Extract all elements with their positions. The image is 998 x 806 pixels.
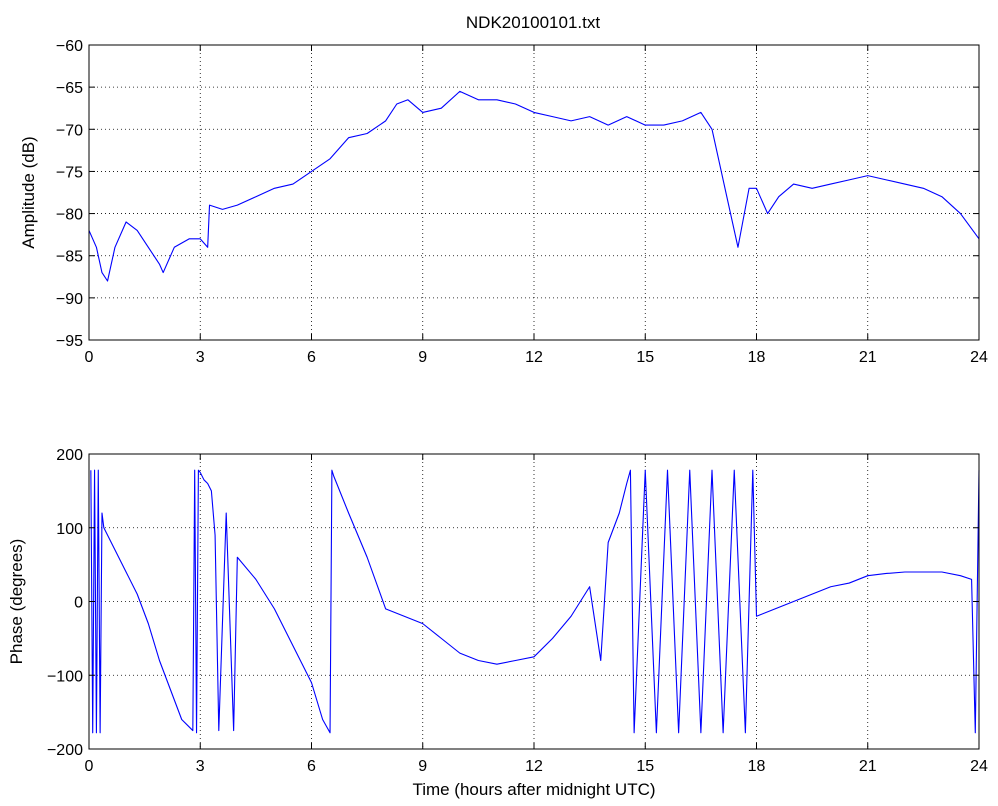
amplitude-ytick-label-0: −95: [56, 333, 83, 350]
amplitude-ytick-label-6: −65: [56, 80, 83, 97]
amplitude-xtick-label-4: 12: [525, 349, 543, 366]
amplitude-xtick-label-5: 15: [636, 349, 654, 366]
phase-ytick-label-2: 0: [74, 595, 83, 612]
phase-xtick-label-4: 12: [525, 758, 543, 775]
amplitude-ytick-label-5: −70: [56, 122, 83, 139]
phase-xtick-label-2: 6: [307, 758, 316, 775]
amplitude-xtick-label-6: 18: [748, 349, 766, 366]
phase-ytick-label-1: −100: [47, 668, 83, 685]
phase-ticks: 0 3 6 9 12 15 18 21 24 −200 −100 0 100 200: [47, 447, 988, 775]
amplitude-ytick-label-4: −75: [56, 164, 83, 181]
amplitude-xtick-label-0: 0: [85, 349, 94, 366]
phase-xtick-label-0: 0: [85, 758, 94, 775]
phase-xtick-label-5: 15: [636, 758, 654, 775]
phase-x-axis-label: Time (hours after midnight UTC): [412, 780, 655, 799]
amplitude-xtick-label-7: 21: [859, 349, 877, 366]
phase-xtick-label-3: 9: [418, 758, 427, 775]
amplitude-ytick-label-7: −60: [56, 38, 83, 55]
phase-xtick-label-1: 3: [196, 758, 205, 775]
phase-series-line-0: [90, 469, 980, 734]
phase-grid: [89, 454, 979, 749]
phase-ytick-label-3: 100: [56, 521, 83, 538]
amplitude-y-axis-label: Amplitude (dB): [19, 136, 38, 248]
amplitude-plot-area: [88, 90, 980, 282]
amplitude-xtick-label-8: 24: [970, 349, 988, 366]
phase-ytick-label-4: 200: [56, 447, 83, 464]
phase-ytick-label-0: −200: [47, 742, 83, 759]
amplitude-ticks: 0 3 6 9 12 15 18 21 24 −95 −90 −85 −80 −75 −70 −65 −60: [56, 38, 988, 366]
amplitude-series-line-0: [88, 90, 980, 282]
phase-xtick-label-7: 21: [859, 758, 877, 775]
amplitude-ytick-label-2: −85: [56, 249, 83, 266]
phase-y-axis-label: Phase (degrees): [7, 539, 26, 665]
amplitude-ytick-label-1: −90: [56, 291, 83, 308]
phase-panel: 0 3 6 9 12 15 18 21 24 −200 −100 0 100 200 Phase (deg…: [7, 447, 988, 799]
amplitude-grid: [89, 45, 979, 340]
phase-plot-area: [90, 469, 980, 734]
amplitude-xtick-label-3: 9: [418, 349, 427, 366]
phase-xtick-label-8: 24: [970, 758, 988, 775]
amplitude-panel: 0 3 6 9 12 15 18 21 24 −95 −90 −85 −80 −75 −70 −65 −60 A…: [19, 38, 988, 366]
phase-xtick-label-6: 18: [748, 758, 766, 775]
amplitude-xtick-label-1: 3: [196, 349, 205, 366]
amplitude-ytick-label-3: −80: [56, 207, 83, 224]
chart-title: NDK20100101.txt: [466, 13, 600, 32]
amplitude-xtick-label-2: 6: [307, 349, 316, 366]
